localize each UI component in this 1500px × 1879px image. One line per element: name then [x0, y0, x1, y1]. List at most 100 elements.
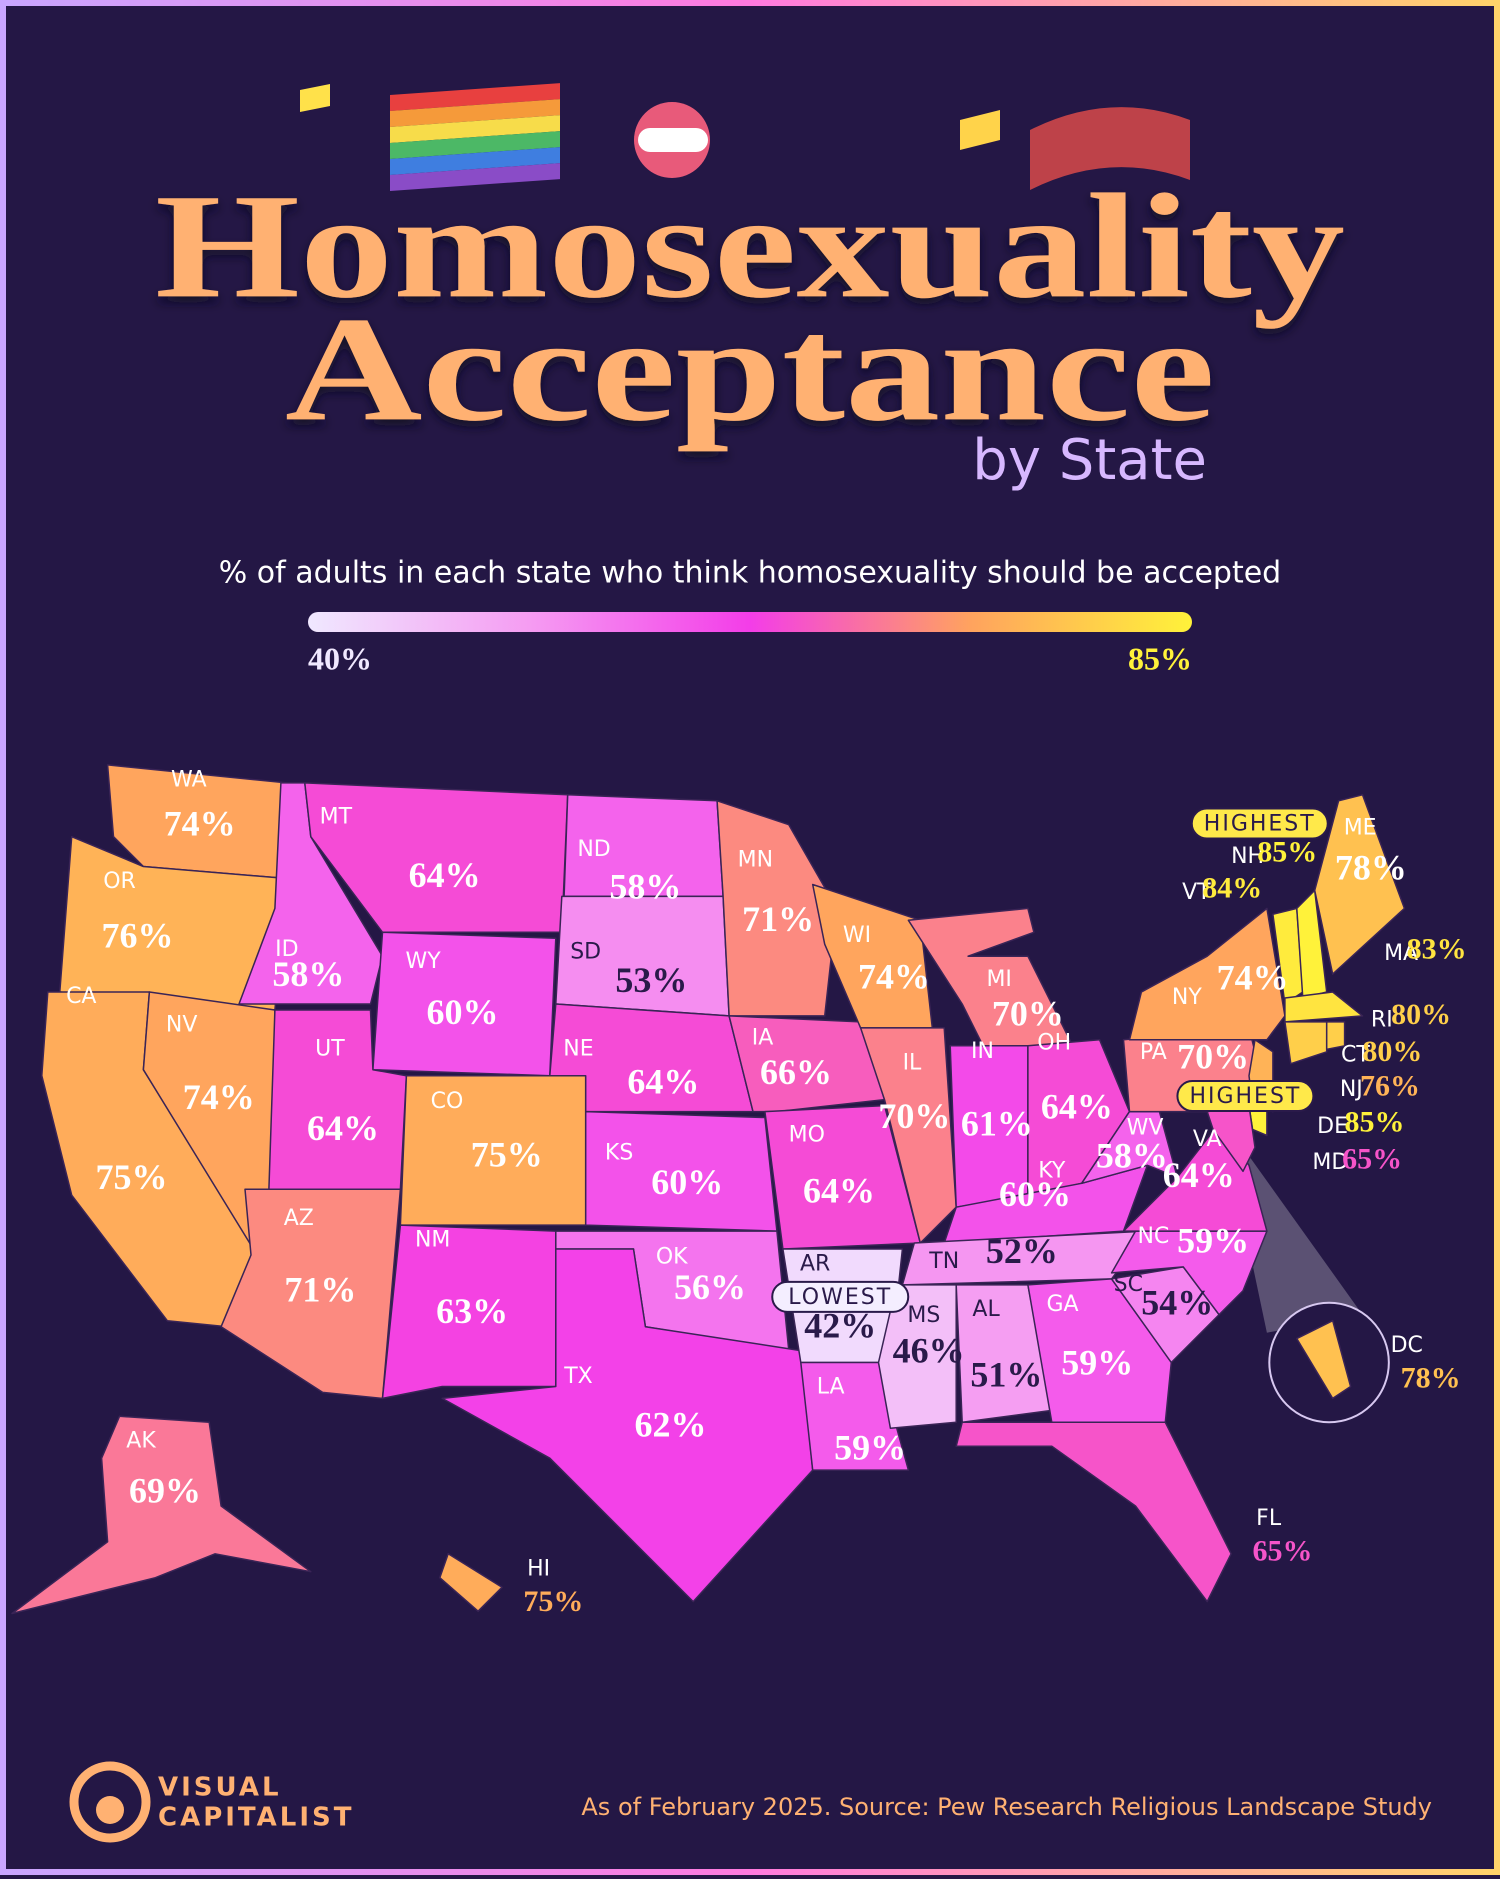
- state-value: 58%: [272, 954, 344, 994]
- state: [11, 1415, 312, 1615]
- state-abbr: ND: [577, 837, 610, 862]
- state-abbr: DC: [1391, 1333, 1423, 1358]
- state-abbr: MS: [907, 1303, 940, 1328]
- illustration: [300, 84, 1190, 190]
- colorbar-tick-label: 40%: [308, 640, 372, 676]
- state-value: 78%: [1401, 1361, 1461, 1394]
- state-value: 76%: [1360, 1070, 1420, 1103]
- state: [1284, 991, 1364, 1023]
- state-value: 70%: [992, 993, 1064, 1033]
- state: [220, 1188, 402, 1400]
- state-value: 85%: [1257, 835, 1317, 868]
- state-abbr: NJ: [1340, 1077, 1363, 1102]
- state-abbr: AK: [126, 1428, 156, 1453]
- state-value: 58%: [1096, 1136, 1168, 1176]
- state-abbr: MT: [320, 805, 353, 830]
- annotation-badge: [1190, 807, 1329, 840]
- state-value: 52%: [986, 1231, 1058, 1271]
- state-abbr: NY: [1172, 985, 1202, 1010]
- brand: CAPITALIST: [158, 1803, 354, 1833]
- state-value: 64%: [803, 1170, 875, 1210]
- state-value: 65%: [1342, 1143, 1402, 1176]
- state: [1027, 1278, 1173, 1424]
- state-abbr: MI: [986, 967, 1011, 992]
- state-value: 71%: [284, 1269, 356, 1309]
- state-value: 84%: [1202, 871, 1262, 904]
- subtitle: by State: [972, 428, 1207, 493]
- state-abbr: MO: [789, 1122, 825, 1147]
- state-abbr: VT: [1182, 880, 1211, 905]
- state-abbr: WV: [1127, 1115, 1164, 1140]
- state-abbr: NM: [415, 1228, 450, 1253]
- state-value: 70%: [878, 1096, 950, 1136]
- source: As of February 2025. Source: Pew Researc…: [581, 1793, 1432, 1821]
- state-abbr: IL: [903, 1051, 922, 1076]
- state: [1284, 1021, 1328, 1065]
- colorbar: [308, 612, 1192, 632]
- state-abbr: KY: [1038, 1158, 1066, 1183]
- state: [877, 1284, 957, 1430]
- state-abbr: HI: [527, 1556, 550, 1581]
- state-abbr: KS: [605, 1140, 633, 1165]
- state-value: 58%: [609, 867, 681, 907]
- state-abbr: NH: [1231, 844, 1264, 869]
- state-value: 59%: [834, 1427, 906, 1467]
- state-value: 54%: [1141, 1283, 1213, 1323]
- annotation: LOWEST: [788, 1285, 892, 1310]
- state-value: 46%: [893, 1330, 965, 1370]
- state-value: 70%: [1177, 1036, 1249, 1076]
- state-abbr: PA: [1140, 1040, 1167, 1065]
- state: [304, 782, 569, 934]
- state-abbr: MA: [1384, 941, 1418, 966]
- state-abbr: NV: [166, 1012, 198, 1037]
- annotation: HIGHEST: [1204, 812, 1316, 837]
- state-value: 56%: [674, 1267, 746, 1307]
- state-value: 83%: [1407, 932, 1467, 965]
- state-value: 80%: [1391, 998, 1451, 1031]
- state-value: 65%: [1252, 1535, 1312, 1568]
- state-abbr: TX: [563, 1364, 593, 1389]
- state-value: 64%: [409, 855, 481, 895]
- state-abbr: WI: [843, 923, 871, 948]
- state-value: 62%: [635, 1405, 707, 1445]
- state-abbr: LA: [817, 1375, 845, 1400]
- state-value: 75%: [95, 1157, 167, 1197]
- state: [1313, 794, 1406, 975]
- state-abbr: OK: [656, 1244, 688, 1269]
- state: [907, 907, 1077, 1065]
- state-abbr: CO: [431, 1089, 464, 1114]
- state-value: 61%: [961, 1103, 1033, 1143]
- state: [1325, 1021, 1346, 1051]
- state-abbr: ID: [275, 937, 298, 962]
- state-value: 64%: [307, 1108, 379, 1148]
- state: [439, 1553, 503, 1612]
- state-abbr: CT: [1341, 1042, 1370, 1067]
- state-value: 60%: [999, 1174, 1071, 1214]
- state-abbr: MN: [738, 848, 773, 873]
- state: [943, 1164, 1149, 1244]
- state-value: 59%: [1061, 1342, 1133, 1382]
- state-abbr: MD: [1312, 1150, 1348, 1175]
- inset-pointer: [1221, 1117, 1363, 1333]
- state: [441, 1248, 814, 1603]
- state-value: 51%: [970, 1354, 1042, 1394]
- map: WA74%OR76%CA75%NV74%ID58%MT64%WY60%UT64%…: [11, 764, 1467, 1618]
- state-value: 59%: [1177, 1220, 1249, 1260]
- state-value: 75%: [471, 1134, 543, 1174]
- state: [859, 1027, 957, 1244]
- state: [1296, 1319, 1352, 1400]
- state-value: 74%: [183, 1077, 255, 1117]
- state-value: 85%: [1345, 1106, 1405, 1139]
- state-value: 60%: [651, 1162, 723, 1202]
- state: [955, 1421, 1232, 1603]
- state-abbr: AR: [800, 1252, 830, 1277]
- state-abbr: SD: [570, 940, 601, 965]
- state-abbr: UT: [315, 1036, 345, 1061]
- state: [800, 1361, 910, 1471]
- annotation: HIGHEST: [1189, 1084, 1301, 1109]
- state-value: 64%: [1163, 1155, 1235, 1195]
- state-abbr: TN: [928, 1249, 959, 1274]
- state-abbr: SC: [1114, 1272, 1143, 1297]
- state-abbr: NC: [1137, 1224, 1169, 1249]
- state-value: 69%: [129, 1470, 201, 1510]
